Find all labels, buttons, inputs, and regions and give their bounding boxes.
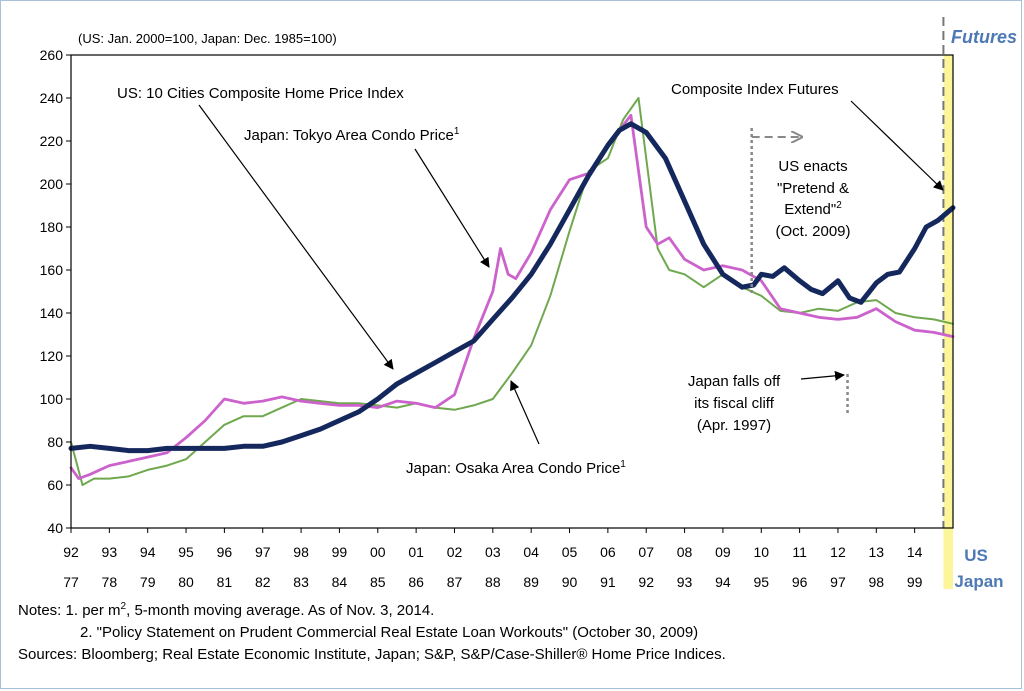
- x-tick-label-japan: 99: [907, 574, 923, 590]
- x-tick-label-us: 04: [523, 544, 539, 560]
- annotation-pretend-line: Extend"2: [784, 200, 842, 218]
- x-tick-label-us: 99: [332, 544, 348, 560]
- y-tick-label: 200: [40, 176, 64, 192]
- x-tick-label-japan: 94: [715, 574, 731, 590]
- y-tick-label: 220: [40, 133, 64, 149]
- annotation-osaka-arrow: [510, 380, 540, 445]
- y-tick-label: 60: [47, 477, 63, 493]
- x-tick-label-us: 14: [907, 544, 923, 560]
- line-chart: Futures406080100120140160180200220240260…: [40, 17, 1017, 591]
- x-tick-label-us: 00: [370, 544, 386, 560]
- x-tick-label-us: 96: [217, 544, 233, 560]
- x-tick-label-japan: 77: [63, 574, 79, 590]
- note-1-sup: 2: [120, 601, 127, 612]
- x-axis-name-japan: Japan: [954, 572, 1003, 591]
- x-tick-label-us: 95: [178, 544, 194, 560]
- y-tick-label: 160: [40, 262, 64, 278]
- annotation-pretend-line: "Pretend &: [777, 180, 849, 197]
- annotation-tokyo-sup: 1: [454, 126, 460, 137]
- sources-note: Sources: Bloomberg; Real Estate Economic…: [18, 646, 726, 663]
- x-tick-label-us: 93: [102, 544, 118, 560]
- x-tick-label-japan: 79: [140, 574, 156, 590]
- y-tick-label: 100: [40, 391, 64, 407]
- x-tick-label-us: 06: [600, 544, 616, 560]
- x-tick-label-us: 98: [293, 544, 309, 560]
- x-tick-label-japan: 78: [102, 574, 118, 590]
- note-2: 2. "Policy Statement on Prudent Commerci…: [80, 624, 699, 641]
- annotation-futures-label: Composite Index Futures: [671, 81, 839, 98]
- x-tick-label-us: 10: [753, 544, 769, 560]
- x-tick-label-us: 01: [408, 544, 424, 560]
- annotation-pretend-line: US enacts: [778, 158, 847, 175]
- annotation-pretend-line: (Oct. 2009): [775, 223, 850, 240]
- x-tick-label-us: 09: [715, 544, 731, 560]
- note-1-text: Notes: 1. per m: [18, 602, 121, 619]
- x-tick-label-us: 03: [485, 544, 501, 560]
- x-tick-label-japan: 93: [677, 574, 693, 590]
- x-tick-label-japan: 80: [178, 574, 194, 590]
- series-tokyo-line: [69, 113, 955, 481]
- annotation-us-arrow: [198, 104, 394, 370]
- annotation-tokyo-label: Japan: Tokyo Area Condo Price1: [244, 126, 460, 144]
- series-us-line: [68, 121, 956, 454]
- fiscal-arrow: [800, 370, 845, 381]
- annotation-futures-arrow: [850, 100, 944, 191]
- x-tick-label-us: 11: [792, 544, 807, 560]
- annotation-us-label: US: 10 Cities Composite Home Price Index: [117, 85, 404, 102]
- x-tick-label-japan: 88: [485, 574, 501, 590]
- x-tick-label-us: 12: [830, 544, 846, 560]
- x-tick-label-japan: 96: [792, 574, 808, 590]
- x-tick-label-japan: 81: [217, 574, 233, 590]
- x-tick-label-us: 13: [869, 544, 885, 560]
- annotation-fiscal-line: Japan falls off: [688, 373, 781, 390]
- x-tick-label-japan: 86: [408, 574, 424, 590]
- note-1: Notes: 1. per m2, 5-month moving average…: [18, 601, 434, 619]
- annotation-osaka-sup: 1: [620, 459, 626, 470]
- x-tick-label-us: 02: [447, 544, 463, 560]
- y-tick-label: 140: [40, 305, 64, 321]
- x-tick-label-japan: 90: [562, 574, 578, 590]
- y-tick-label: 180: [40, 219, 64, 235]
- x-tick-label-us: 05: [562, 544, 578, 560]
- x-tick-label-us: 08: [677, 544, 693, 560]
- annotation-tokyo-arrow: [414, 148, 490, 268]
- x-tick-label-japan: 95: [753, 574, 769, 590]
- x-tick-label-us: 94: [140, 544, 156, 560]
- annotation-fiscal-line: its fiscal cliff: [694, 395, 775, 412]
- x-tick-label-japan: 89: [523, 574, 539, 590]
- futures-label: Futures: [951, 27, 1017, 47]
- y-tick-label: 80: [47, 434, 63, 450]
- annotation-pretend-sup: 2: [836, 200, 842, 211]
- plot-frame: [70, 54, 954, 529]
- unit-note: (US: Jan. 2000=100, Japan: Dec. 1985=100…: [78, 31, 337, 46]
- x-tick-label-japan: 85: [370, 574, 386, 590]
- annotation-fiscal-line: (Apr. 1997): [697, 417, 771, 434]
- x-axis-name-us: US: [964, 546, 988, 565]
- y-tick-label: 40: [47, 520, 63, 536]
- x-tick-label-japan: 91: [600, 574, 616, 590]
- y-tick-label: 240: [40, 90, 64, 106]
- y-tick-label: 120: [40, 348, 64, 364]
- x-tick-label-japan: 83: [293, 574, 309, 590]
- x-tick-label-japan: 87: [447, 574, 463, 590]
- x-tick-label-japan: 84: [332, 574, 348, 590]
- annotation-osaka-label: Japan: Osaka Area Condo Price1: [406, 459, 626, 477]
- x-tick-label-us: 07: [638, 544, 654, 560]
- y-tick-label: 260: [40, 47, 64, 63]
- x-tick-label-japan: 82: [255, 574, 271, 590]
- x-tick-label-us: 92: [63, 544, 79, 560]
- x-tick-label-japan: 97: [830, 574, 846, 590]
- x-tick-label-japan: 98: [869, 574, 885, 590]
- note-1-suffix: , 5-month moving average. As of Nov. 3, …: [126, 602, 435, 619]
- x-tick-label-us: 97: [255, 544, 271, 560]
- x-tick-label-japan: 92: [638, 574, 654, 590]
